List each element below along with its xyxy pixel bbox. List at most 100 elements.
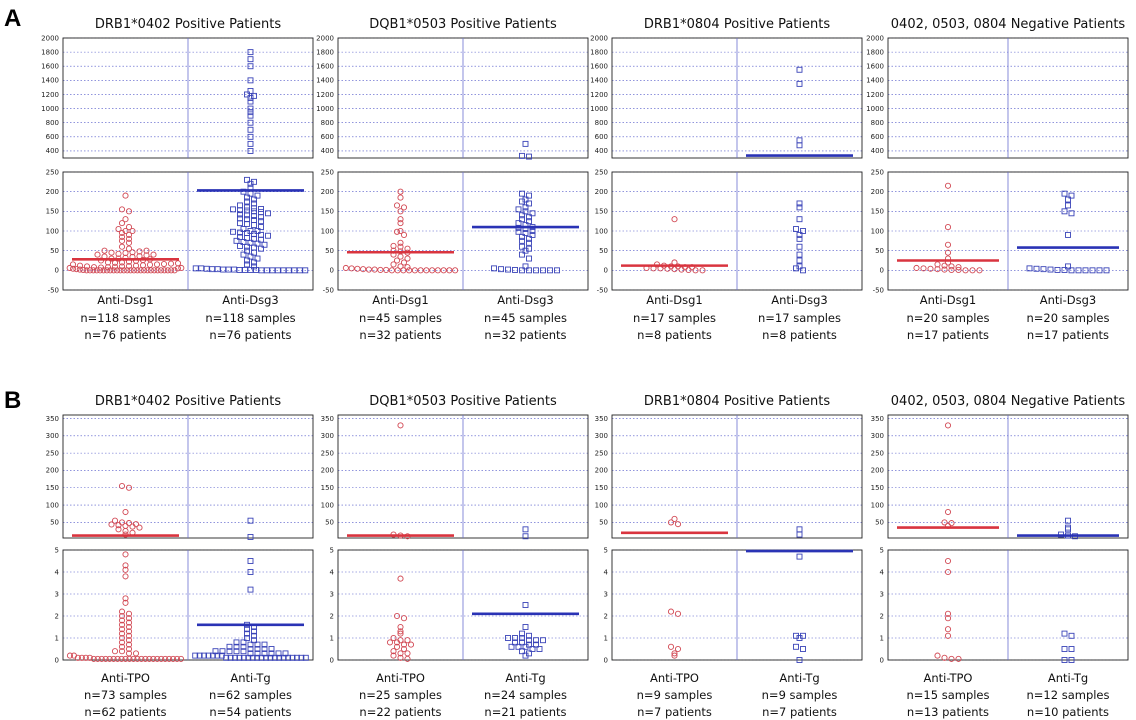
data-point <box>342 264 349 272</box>
tick-label: 2 <box>330 612 334 620</box>
data-point <box>671 515 678 522</box>
data-point <box>236 654 243 661</box>
data-point <box>170 655 177 662</box>
data-point <box>354 265 361 272</box>
data-point <box>226 643 233 650</box>
data-point <box>796 635 803 641</box>
data-point <box>944 557 952 565</box>
data-point <box>247 109 254 116</box>
data-point <box>554 267 560 274</box>
data-point <box>667 608 675 615</box>
data-point <box>154 267 161 274</box>
data-point <box>265 210 271 217</box>
data-point <box>233 639 240 646</box>
data-point <box>122 562 129 569</box>
data-point <box>526 637 532 644</box>
data-point <box>671 652 678 659</box>
data-point <box>386 639 394 646</box>
data-point <box>240 639 247 646</box>
data-point <box>515 643 522 650</box>
tick-label: 1200 <box>866 91 884 99</box>
data-point <box>796 235 803 242</box>
data-point <box>254 654 261 661</box>
data-point <box>393 612 401 620</box>
data-point <box>118 263 126 270</box>
patient-count: n=76 patients <box>84 328 166 342</box>
data-point <box>377 266 384 273</box>
lower-axis: -50 0 50 100 150 200 250 <box>871 168 1129 294</box>
data-point <box>944 632 952 639</box>
data-point <box>254 192 261 199</box>
data-point <box>223 654 230 661</box>
data-point <box>674 521 682 528</box>
data-point <box>254 228 261 234</box>
data-point <box>244 630 250 637</box>
category-label: Anti-Dsg1 <box>646 293 702 307</box>
tick-label: 250 <box>871 168 884 176</box>
data-point <box>529 228 536 234</box>
tick-label: 250 <box>46 168 59 176</box>
tick-label: 0 <box>604 656 608 664</box>
data-point <box>390 648 397 655</box>
data-point <box>118 612 126 620</box>
tick-label: 300 <box>321 432 334 440</box>
tick-label: 1400 <box>590 77 608 85</box>
tick-label: 1000 <box>866 105 884 113</box>
subplot-B-2: DQB1*0503 Positive Patients5010015020025… <box>321 394 589 719</box>
data-point <box>100 267 107 274</box>
data-point <box>115 225 122 233</box>
data-point <box>237 229 243 236</box>
patient-count: n=10 patients <box>1027 705 1109 719</box>
data-point <box>74 654 81 661</box>
series-anti-tpo <box>897 422 999 662</box>
data-point <box>146 655 153 662</box>
tick-label: 3 <box>604 590 608 598</box>
data-point <box>118 655 125 662</box>
sample-count: n=118 samples <box>80 311 170 325</box>
data-point <box>226 648 233 655</box>
data-point <box>390 652 397 659</box>
data-point <box>247 641 254 648</box>
data-point <box>125 610 133 617</box>
data-point <box>76 266 83 273</box>
data-point <box>76 262 84 269</box>
data-point <box>275 650 282 657</box>
data-point <box>230 228 236 235</box>
data-point <box>97 267 104 274</box>
subplot-A-3: DRB1*0804 Positive Patients4006008001000… <box>590 17 863 342</box>
tick-label: 0 <box>330 267 334 275</box>
data-point <box>390 242 397 249</box>
data-point <box>944 508 952 516</box>
data-point <box>1068 210 1075 217</box>
data-point <box>526 214 532 221</box>
lower-axis: 0 1 2 3 4 5 <box>880 546 1129 664</box>
data-point <box>692 267 699 274</box>
data-point <box>526 255 532 262</box>
data-point <box>142 655 149 662</box>
data-point <box>115 250 122 257</box>
data-point <box>263 654 269 661</box>
data-point <box>969 267 976 274</box>
data-point <box>285 267 292 274</box>
data-point <box>404 255 411 262</box>
data-point <box>261 241 268 248</box>
tick-label: 200 <box>321 467 334 475</box>
data-point <box>103 267 110 274</box>
data-point <box>491 265 497 272</box>
data-point <box>122 192 129 199</box>
data-point <box>247 49 254 56</box>
data-point <box>240 251 247 258</box>
tick-label: 1200 <box>41 91 59 99</box>
data-point <box>400 204 408 211</box>
data-point <box>237 220 243 227</box>
data-point <box>244 261 250 268</box>
data-point <box>251 231 257 238</box>
data-point <box>526 239 532 246</box>
data-point <box>209 652 216 659</box>
data-point <box>150 655 157 662</box>
data-point <box>261 641 268 648</box>
data-point <box>240 654 247 661</box>
tick-label: 800 <box>46 119 59 127</box>
series-anti-dsg3 <box>746 66 853 274</box>
data-point <box>529 646 536 652</box>
